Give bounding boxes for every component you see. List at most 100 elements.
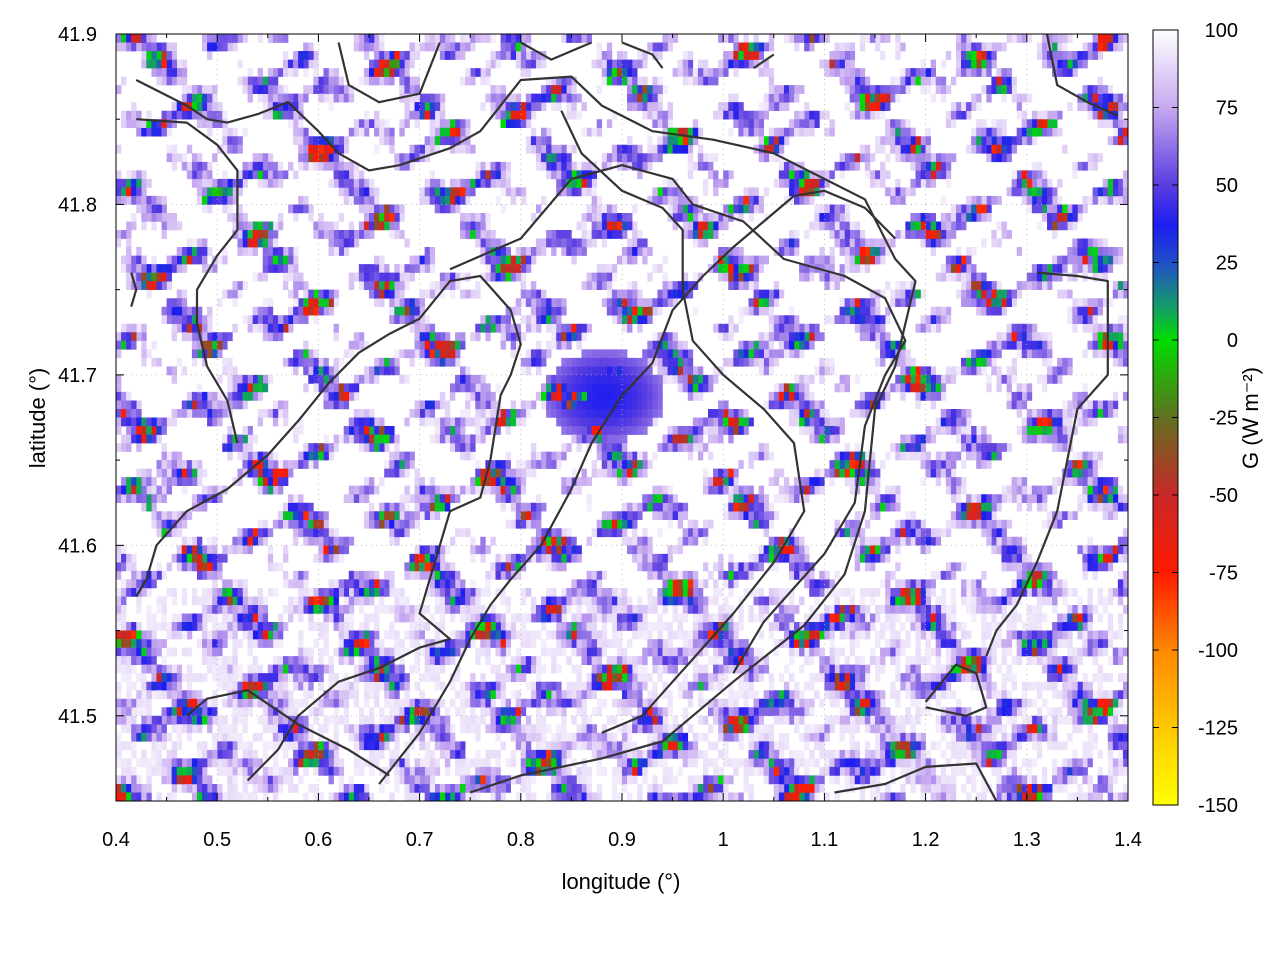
heatmap-cell-group bbox=[490, 468, 496, 478]
heatmap-cell-group bbox=[748, 715, 754, 725]
heatmap-cell-group bbox=[566, 477, 572, 486]
colorbar-tick-label: -125 bbox=[1198, 718, 1238, 740]
y-tick-label: 41.7 bbox=[58, 365, 97, 387]
heatmap-cell-group bbox=[176, 766, 183, 776]
heatmap-cell-group bbox=[875, 247, 881, 256]
heatmap-cell-group bbox=[930, 221, 937, 231]
heatmap-cell-group bbox=[616, 76, 623, 86]
heatmap-cell-group bbox=[743, 417, 749, 427]
colorbar-tick-label: 25 bbox=[1216, 253, 1238, 275]
heatmap-cell-group bbox=[227, 587, 233, 597]
heatmap-cell-group bbox=[622, 68, 628, 77]
heatmap-cell-group bbox=[267, 221, 1124, 640]
y-tick-label: 41.9 bbox=[58, 24, 97, 46]
heatmap-cell-group bbox=[632, 758, 638, 768]
heatmap-cell-group bbox=[596, 366, 613, 410]
heatmap-cell-group bbox=[252, 238, 258, 248]
heatmap-cell-group bbox=[318, 741, 324, 751]
heatmap-cell-group bbox=[642, 349, 648, 359]
heatmap-cell-group bbox=[116, 639, 122, 648]
heatmap-cell-group bbox=[262, 238, 269, 248]
heatmap-cell-group bbox=[652, 715, 658, 725]
heatmap-cell-group bbox=[966, 51, 972, 60]
heatmap-cell-group bbox=[222, 187, 228, 197]
heatmap-cell-group bbox=[758, 749, 764, 759]
heatmap-cell-group bbox=[495, 264, 501, 273]
contour-line bbox=[924, 663, 988, 717]
heatmap-cell-group bbox=[854, 698, 861, 708]
contour-line bbox=[130, 272, 138, 308]
heatmap-cell-group bbox=[869, 93, 876, 103]
heatmap-cell-group bbox=[718, 264, 724, 273]
heatmap-cell-group bbox=[318, 519, 324, 529]
heatmap-cell-group bbox=[217, 187, 223, 197]
heatmap-cell-group bbox=[121, 783, 127, 793]
heatmap-cell-group bbox=[606, 68, 613, 77]
heatmap-cell-group bbox=[824, 622, 830, 631]
heatmap-cell-group bbox=[500, 264, 506, 273]
heatmap-cell-group bbox=[191, 553, 198, 563]
heatmap-cell-group bbox=[500, 255, 506, 265]
heatmap-cell-group bbox=[864, 323, 871, 333]
x-tick-label: 0.7 bbox=[406, 829, 434, 851]
x-axis-label: longitude (°) bbox=[562, 869, 681, 894]
heatmap-cell-group bbox=[1026, 792, 1033, 801]
heatmap-cell-group bbox=[682, 434, 689, 444]
heatmap-cell-group bbox=[439, 570, 446, 580]
heatmap-cell-group bbox=[242, 374, 248, 384]
heatmap-cell-group bbox=[505, 715, 511, 725]
heatmap-cell-group bbox=[682, 136, 689, 146]
heatmap-cell-group bbox=[510, 110, 517, 120]
heatmap-cell-group bbox=[920, 374, 926, 384]
heatmap-cell-group bbox=[875, 93, 881, 103]
heatmap-cell-group bbox=[424, 110, 431, 120]
heatmap-cell-group bbox=[480, 468, 486, 478]
heatmap-cell-group bbox=[571, 332, 577, 342]
heatmap-cell-group bbox=[728, 204, 734, 214]
heatmap-cell-group bbox=[444, 195, 451, 205]
heatmap-cell-group bbox=[434, 647, 441, 657]
heatmap-cell-group bbox=[333, 545, 339, 555]
colorbar-tick-label: 75 bbox=[1216, 98, 1238, 120]
heatmap-cell-group bbox=[925, 230, 931, 239]
heatmap-cell-group bbox=[880, 502, 886, 512]
heatmap-cell-group bbox=[971, 511, 977, 521]
heatmap-cell-group bbox=[601, 391, 608, 401]
heatmap-cell-group bbox=[890, 732, 896, 742]
contour-line bbox=[135, 274, 522, 782]
heatmap-cell-group bbox=[535, 758, 542, 768]
contour-line bbox=[752, 53, 775, 70]
heatmap-cell-group bbox=[369, 34, 375, 43]
colorbar-tick-label: -75 bbox=[1209, 563, 1238, 585]
x-tick-label: 1.1 bbox=[810, 829, 838, 851]
heatmap-cell-group bbox=[166, 255, 172, 265]
heatmap-cell-group bbox=[637, 460, 643, 469]
heatmap-cell-group bbox=[672, 136, 678, 146]
heatmap-cell-group bbox=[1072, 613, 1078, 623]
heatmap-cell-group bbox=[495, 468, 501, 478]
x-tick-label: 1.4 bbox=[1114, 829, 1142, 851]
heatmap-cell-group bbox=[839, 460, 845, 469]
heatmap-cell-group bbox=[768, 698, 775, 708]
heatmap-cell-group bbox=[156, 59, 162, 69]
heatmap-cell-group bbox=[384, 511, 390, 521]
heatmap-cell-group bbox=[510, 408, 517, 418]
heatmap-cell-group bbox=[1016, 792, 1023, 801]
heatmap-cell-group bbox=[783, 690, 790, 700]
contour-line bbox=[560, 110, 806, 734]
heatmap-cell-group bbox=[809, 630, 815, 640]
heatmap-cell-group bbox=[601, 511, 608, 521]
heatmap-cell-group bbox=[323, 545, 329, 555]
heatmap-cell-group bbox=[844, 306, 850, 316]
heatmap-cell-group bbox=[551, 758, 557, 768]
heatmap-cell-group bbox=[854, 298, 861, 308]
heatmap-cell-group bbox=[500, 477, 506, 486]
heatmap-cell-group bbox=[991, 298, 997, 308]
heatmap-cell-group bbox=[141, 281, 147, 290]
heatmap-cell-group bbox=[551, 536, 557, 546]
heatmap-cell-group bbox=[551, 749, 557, 759]
x-tick-label: 0.4 bbox=[102, 829, 130, 851]
contour-line bbox=[186, 689, 390, 777]
heatmap-cell-group bbox=[728, 570, 734, 580]
heatmap-cell-group bbox=[672, 656, 678, 665]
